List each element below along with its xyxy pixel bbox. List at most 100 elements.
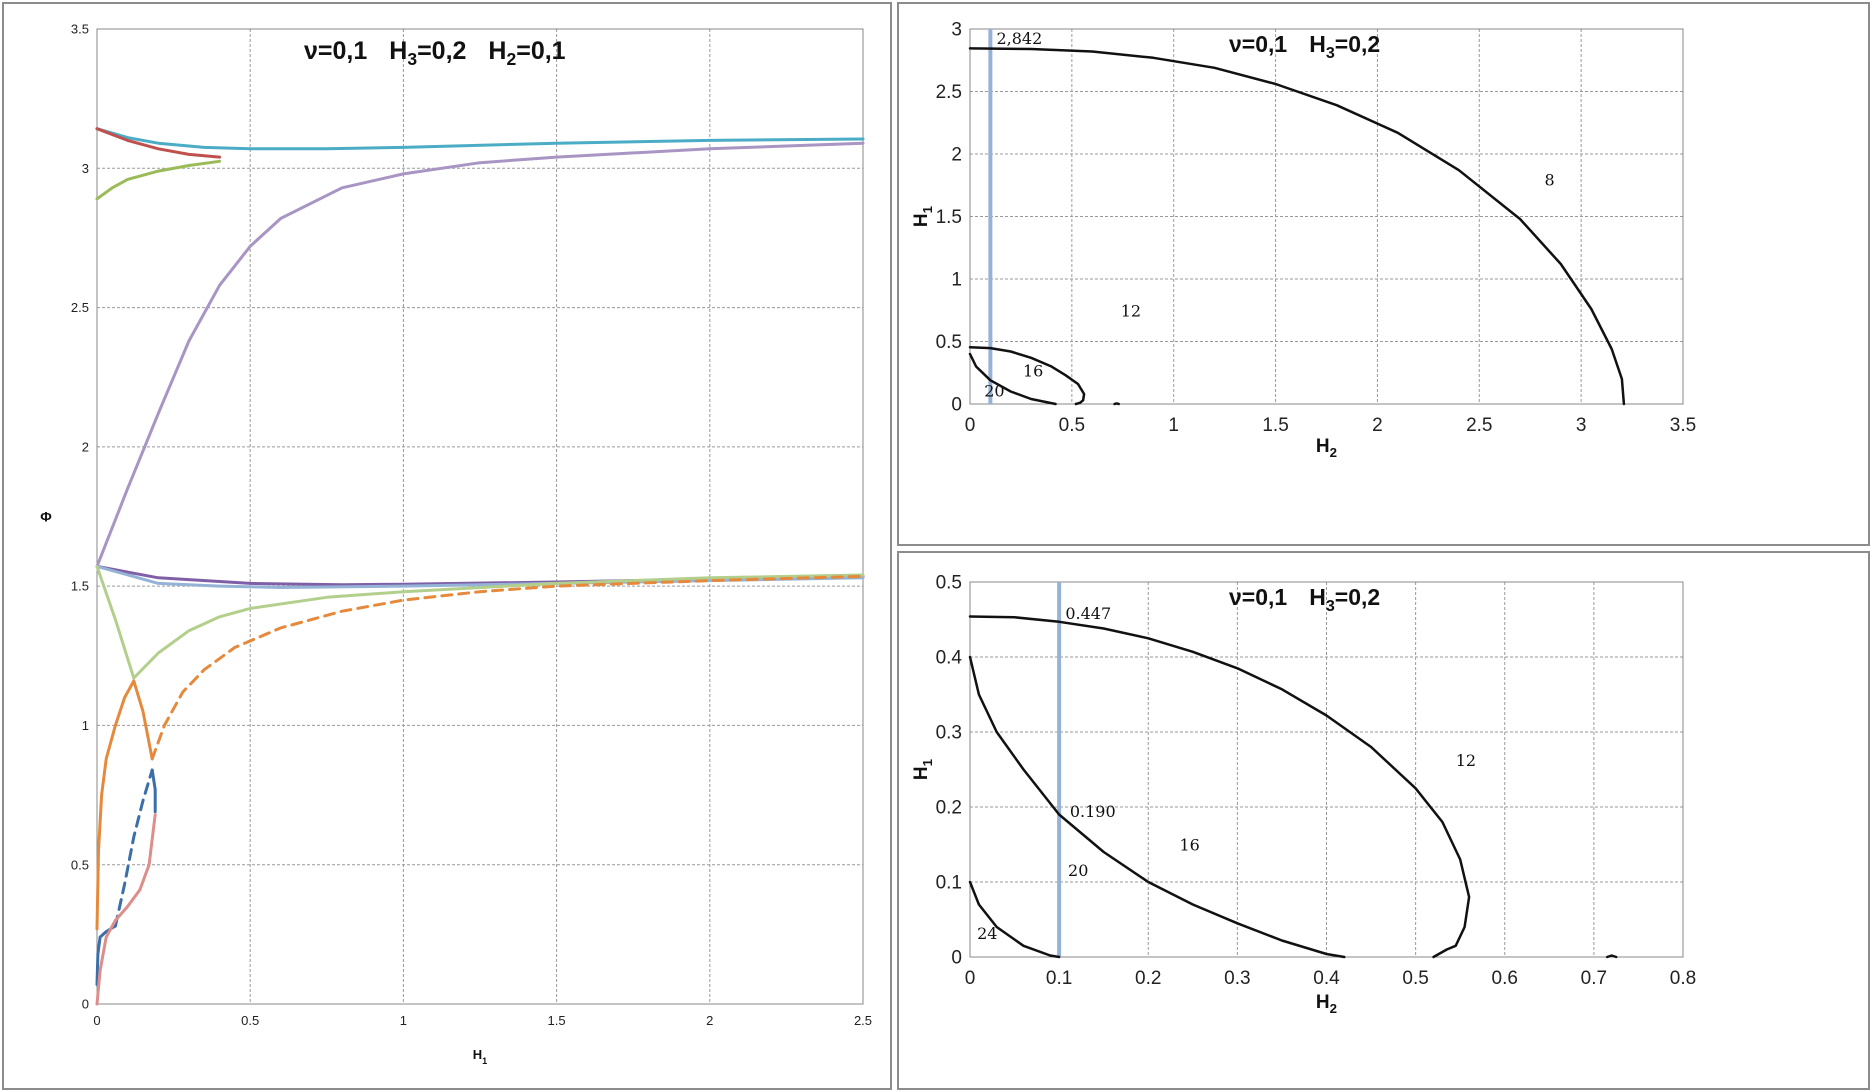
y-tick-label: 1 (82, 718, 89, 733)
title-h3: H (389, 37, 407, 65)
y-tick-label: 0.5 (936, 332, 962, 353)
title-h3: H (1309, 584, 1326, 610)
y-tick-label: 2 (951, 145, 962, 166)
region-label: 12 (1121, 302, 1141, 321)
y-tick-label: 3 (951, 20, 962, 41)
series-line (95, 679, 154, 931)
chart-title: ν=0,1 H3=0,2 (1229, 31, 1380, 62)
y-tick-label: 1.5 (71, 579, 89, 594)
x-axis-label: H2 (1316, 436, 1337, 460)
region-label: 24 (977, 924, 997, 943)
y-axis-label: Φ (40, 509, 52, 525)
y-axis-label-sub: 1 (920, 758, 935, 766)
region-label: 16 (1179, 836, 1199, 855)
x-axis-label-sub: 1 (482, 1056, 487, 1066)
x-tick-label: 3.5 (1670, 415, 1696, 436)
plot-frame (969, 28, 1684, 405)
y-tick-label: 0.1 (936, 873, 962, 894)
chart-h1-vs-h2-full-svg: 0 0.5 1 1.5 2 2.5 3 3.500.511.522.53 2,842812162… (911, 20, 1696, 460)
series-line (150, 574, 865, 761)
x-tick-label: 0.2 (1135, 968, 1161, 989)
region-label: 8 (1544, 170, 1554, 189)
series-line (1113, 402, 1120, 406)
y-tick-label: 0 (951, 395, 962, 416)
x-axis-label: H2 (1316, 992, 1337, 1016)
region-label: 20 (1068, 861, 1088, 880)
chart-h1-vs-h2-zoom: 0 0.1 0.2 0.3 0.4 0.5 0.6 0.7 0.8 0 0.1 0.2 0.3 0.4 0.… (897, 551, 1870, 1090)
x-tick-label: 0.1 (1046, 968, 1072, 989)
x-axis-label-main: H (1316, 992, 1330, 1013)
region-label: 2,842 (996, 29, 1042, 48)
x-tick-label: 2 (706, 1013, 713, 1028)
x-tick-label: 0 (965, 968, 976, 989)
x-tick-label: 0.5 (1402, 968, 1428, 989)
y-tick-label: 1.5 (936, 207, 962, 228)
x-tick-label: 0 (965, 415, 976, 436)
region-label: 20 (984, 382, 1004, 401)
chart-title: ν=0,1 H3=0,2 (1229, 584, 1380, 615)
chart-phi-vs-h1-svg: 0 0.5 1 1.5 2 2.500.511.522.533.5ν=0,1 H3=0,2 H… (40, 22, 872, 1066)
x-tick-label: 1 (400, 1013, 407, 1028)
chart-h1-vs-h2-zoom-svg: 0 0.1 0.2 0.3 0.4 0.5 0.6 0.7 0.8 0 0.1 0.2 0.3 0.4 0.… (911, 573, 1696, 1016)
title-h3-sub: 3 (1326, 597, 1335, 615)
series-line (95, 564, 865, 680)
y-tick-label: 2.5 (71, 300, 89, 315)
x-tick-label: 0.4 (1313, 968, 1340, 989)
x-tick-label: 1 (1168, 415, 1179, 436)
title-h3-sub: 3 (1326, 44, 1335, 62)
series-line (968, 615, 1471, 959)
x-tick-label: 0.6 (1492, 968, 1518, 989)
region-label: 0.447 (1065, 604, 1111, 623)
y-tick-label: 2 (82, 439, 89, 454)
x-tick-label: 3 (1576, 415, 1587, 436)
title-nu: ν=0,1 (1229, 31, 1287, 57)
x-tick-label: 0.5 (1059, 415, 1085, 436)
x-tick-label: 0.8 (1670, 968, 1696, 989)
region-label: 16 (1023, 362, 1043, 381)
y-axis-label: H1 (911, 205, 935, 227)
x-tick-label: 1.5 (548, 1013, 566, 1028)
chart-phi-vs-h1: 0 0.5 1 1.5 2 2.5 0 0.5 1 1.5 2 2.5 3 3.5 ν=0,1 H3=0,2 H… (2, 2, 892, 1090)
x-tick-label: 0.3 (1224, 968, 1250, 989)
series-line (968, 352, 1057, 406)
x-tick-label: 0.7 (1581, 968, 1607, 989)
y-tick-label: 1 (951, 270, 962, 291)
series-line (968, 346, 1086, 406)
x-tick-label: 2.5 (1466, 415, 1492, 436)
x-tick-label: 1.5 (1262, 415, 1288, 436)
y-tick-label: 0.3 (936, 723, 962, 744)
y-axis-label-sub: 1 (920, 205, 935, 213)
x-tick-label: 0.5 (241, 1013, 259, 1028)
chart-title: ν=0,1 H3=0,2 H2=0,1 (304, 37, 566, 69)
plot-frame (96, 28, 864, 1005)
y-axis-label-main: H (911, 213, 932, 227)
series-line (95, 813, 157, 1006)
series-line (95, 127, 222, 159)
y-axis-label: H1 (911, 758, 935, 780)
series-line (1605, 954, 1618, 959)
x-axis-label-sub: 2 (1330, 1001, 1337, 1016)
series-line (95, 159, 222, 201)
title-h3-val: =0,2 (1335, 584, 1380, 610)
y-tick-label: 3 (82, 161, 89, 176)
x-tick-label: 0 (93, 1013, 100, 1028)
x-axis-label-main: H (473, 1047, 482, 1062)
region-label: 12 (1456, 751, 1476, 770)
series-line (968, 47, 1626, 406)
y-tick-label: 2.5 (936, 82, 962, 103)
series-line (95, 127, 865, 151)
title-h3-sub: 3 (407, 49, 417, 69)
y-tick-label: 0.4 (936, 648, 963, 669)
y-tick-label: 0.5 (71, 857, 89, 872)
series-line (113, 768, 154, 928)
x-tick-label: 2 (1372, 415, 1383, 436)
title-h2-sub: 2 (506, 49, 516, 69)
y-tick-label: 0.2 (936, 798, 962, 819)
chart-h1-vs-h2-full: 0 0.5 1 1.5 2 2.5 3 3.5 0 0.5 1 1.5 2 2.5 3 2,842 8 12 16 2… (897, 2, 1870, 546)
y-tick-label: 0 (82, 997, 89, 1012)
title-h3-val: =0,2 (1335, 31, 1380, 57)
region-label: 0.190 (1070, 802, 1116, 821)
title-h2-val: =0,1 (516, 37, 565, 65)
y-tick-label: 0 (951, 948, 962, 969)
title-nu: ν=0,1 (304, 37, 367, 65)
